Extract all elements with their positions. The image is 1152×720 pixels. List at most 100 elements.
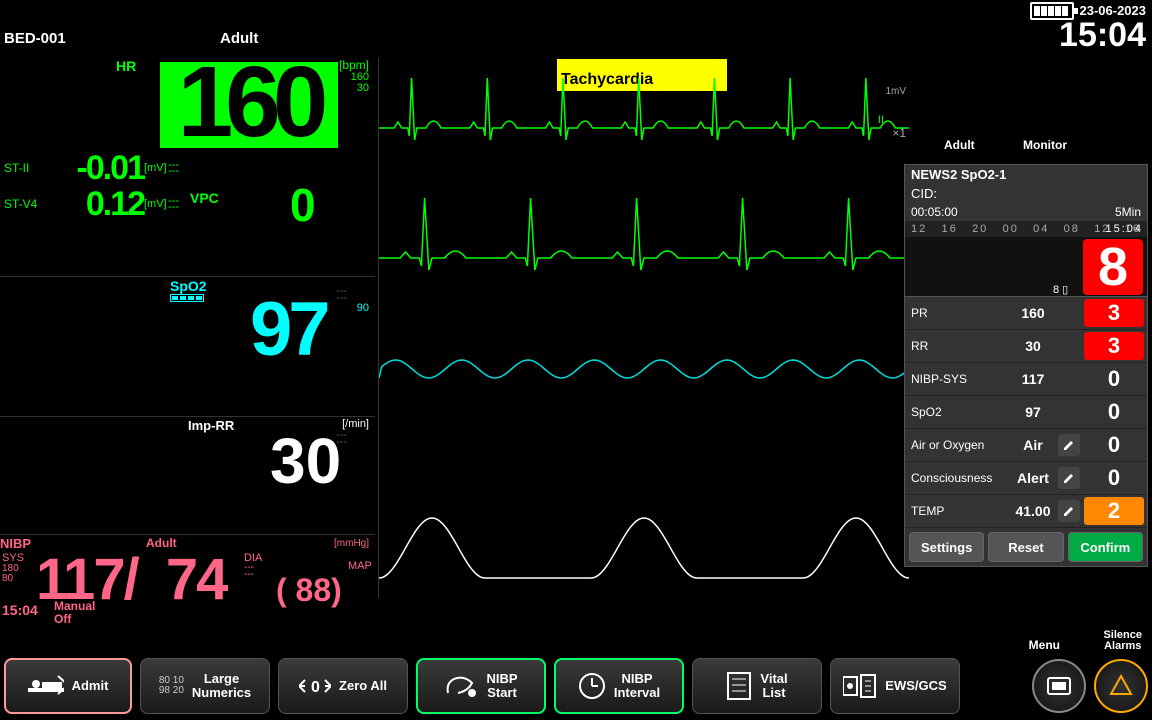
ews-row: ConsciousnessAlert 0 [905, 462, 1147, 495]
ews-row-score: 0 [1084, 398, 1144, 426]
zero-all-button[interactable]: 0 Zero All [278, 658, 408, 714]
ews-row-label: Air or Oxygen [905, 438, 1008, 452]
spo2-lo: 90 [357, 302, 369, 314]
spo2-value: 97 [250, 286, 327, 373]
ews-gcs-button[interactable]: EWS/GCS [830, 658, 960, 714]
dashes: ------ [336, 288, 347, 302]
large-numerics-label: Large Numerics [192, 672, 251, 700]
waveform-area: Adult Monitor 1mV II ×1 [378, 58, 908, 598]
nibp-interval-button[interactable]: NIBP Interval [554, 658, 684, 714]
pencil-icon[interactable] [1058, 467, 1080, 489]
nibp-mode: ManualOff [54, 600, 95, 626]
ews-trend: 8 ▯ 8 [905, 237, 1147, 297]
ews-row: Air or OxygenAir 0 [905, 429, 1147, 462]
alarm-icon [1107, 672, 1135, 700]
wave-monitor-label: Monitor [1023, 138, 1067, 152]
dashes: ------ [336, 432, 347, 446]
ews-row-score: 3 [1084, 299, 1144, 327]
ews-row-label: PR [905, 306, 1008, 320]
st-tile[interactable]: ST-II -0.01 [mV] ------ ST-V4 0.12 [mV] … [4, 150, 374, 222]
ews-row-score: 3 [1084, 332, 1144, 360]
ews-settings-button[interactable]: Settings [909, 532, 984, 562]
ews-tick: 08 [1064, 223, 1080, 235]
large-numerics-button[interactable]: 80 1098 20 Large Numerics [140, 658, 270, 714]
ews-row: RR303 [905, 330, 1147, 363]
ews-window: 5Min [1115, 205, 1141, 219]
ews-cid: CID: [905, 184, 1147, 203]
ews-gcs-label: EWS/GCS [885, 679, 946, 693]
nibp-start-label: NIBP Start [486, 672, 517, 700]
dashes: ------ [168, 198, 186, 210]
bottom-toolbar: Admit 80 1098 20 Large Numerics 0 Zero A… [4, 656, 1148, 716]
st-ii-unit: [mV] [144, 162, 168, 174]
menu-button[interactable] [1032, 659, 1086, 713]
ews-title: NEWS2 SpO2-1 [905, 165, 1147, 184]
st-ii-value: -0.01 [52, 149, 144, 188]
silence-alarm-button[interactable] [1094, 659, 1148, 713]
clock: 15:04 [1030, 16, 1147, 55]
ews-row-value: 97 [1008, 404, 1058, 420]
clock-icon [578, 672, 606, 700]
ews-row-value: Alert [1008, 470, 1058, 486]
svg-text:0: 0 [311, 679, 320, 696]
nibp-time: 15:04 [2, 602, 38, 618]
hr-range: 16030 [351, 72, 369, 94]
admit-label: Admit [72, 679, 109, 693]
nibp-map: ( 88) [276, 572, 342, 609]
ews-reset-button[interactable]: Reset [988, 532, 1063, 562]
nibp-tile[interactable]: NIBP Adult [mmHg] SYS 18080 117/ 74 DIA … [0, 536, 375, 551]
ews-elapsed: 00:05:00 [911, 205, 958, 219]
hr-unit: [bpm] [339, 58, 369, 72]
ews-row-score: 2 [1084, 497, 1144, 525]
spo2-signal-icon [170, 294, 204, 302]
vital-list-button[interactable]: Vital List [692, 658, 822, 714]
st-v4-unit: [mV] [144, 198, 168, 210]
dashes: ------ [244, 564, 254, 578]
patient-type: Adult [220, 30, 258, 47]
ews-row-label: NIBP-SYS [905, 372, 1008, 386]
bed-icon [28, 674, 64, 698]
ews-row-score: 0 [1084, 365, 1144, 393]
ews-row-value: 30 [1008, 338, 1058, 354]
nibp-unit: [mmHg] [334, 538, 369, 549]
ews-row: NIBP-SYS117 0 [905, 363, 1147, 396]
ews-row-value: 117 [1008, 371, 1058, 387]
zero-icon: 0 [299, 674, 331, 698]
gain-x1: ×1 [892, 126, 906, 140]
ews-row-label: TEMP [905, 504, 1008, 518]
wave-adult-label: Adult [944, 138, 975, 152]
ews-row-score: 0 [1084, 431, 1144, 459]
ews-row: PR160 3 [905, 297, 1147, 330]
hr-label: HR [116, 58, 136, 74]
ews-row-value: Air [1008, 437, 1058, 453]
ews-tick: 00 [1003, 223, 1019, 235]
ews-row-value: 160 [1008, 305, 1058, 321]
ews-row-score: 0 [1084, 464, 1144, 492]
menu-label: Menu [1029, 638, 1060, 652]
rr-label: Imp-RR [188, 418, 234, 433]
admit-button[interactable]: Admit [4, 658, 132, 714]
nibp-sys-range: 18080 [2, 564, 19, 584]
vpc-label: VPC [190, 190, 219, 206]
spo2-label: SpO2 [170, 278, 207, 294]
ews-tick: 12 [911, 223, 927, 235]
cal-1mv: 1mV [885, 86, 906, 97]
list-icon [726, 671, 752, 701]
ews-tick: 20 [972, 223, 988, 235]
st-v4-value: 0.12 [52, 185, 144, 224]
lead-ii: II [878, 114, 884, 126]
ews-trend-value: 8 ▯ [1053, 283, 1068, 296]
nibp-start-button[interactable]: NIBP Start [416, 658, 546, 714]
ews-confirm-button[interactable]: Confirm [1068, 532, 1143, 562]
pencil-icon[interactable] [1058, 434, 1080, 456]
st-v4-label: ST-V4 [4, 197, 52, 211]
cuff-icon [444, 673, 478, 699]
vpc-value: 0 [290, 178, 316, 232]
nibp-map-label: MAP [348, 560, 372, 572]
hr-tile[interactable]: HR 160 [bpm] 16030 [0, 58, 375, 148]
dashes: ------ [168, 162, 186, 174]
pencil-icon[interactable] [1058, 500, 1080, 522]
ews-tick: 16 [942, 223, 958, 235]
zero-all-label: Zero All [339, 679, 387, 693]
ews-row-label: Consciousness [905, 471, 1008, 485]
